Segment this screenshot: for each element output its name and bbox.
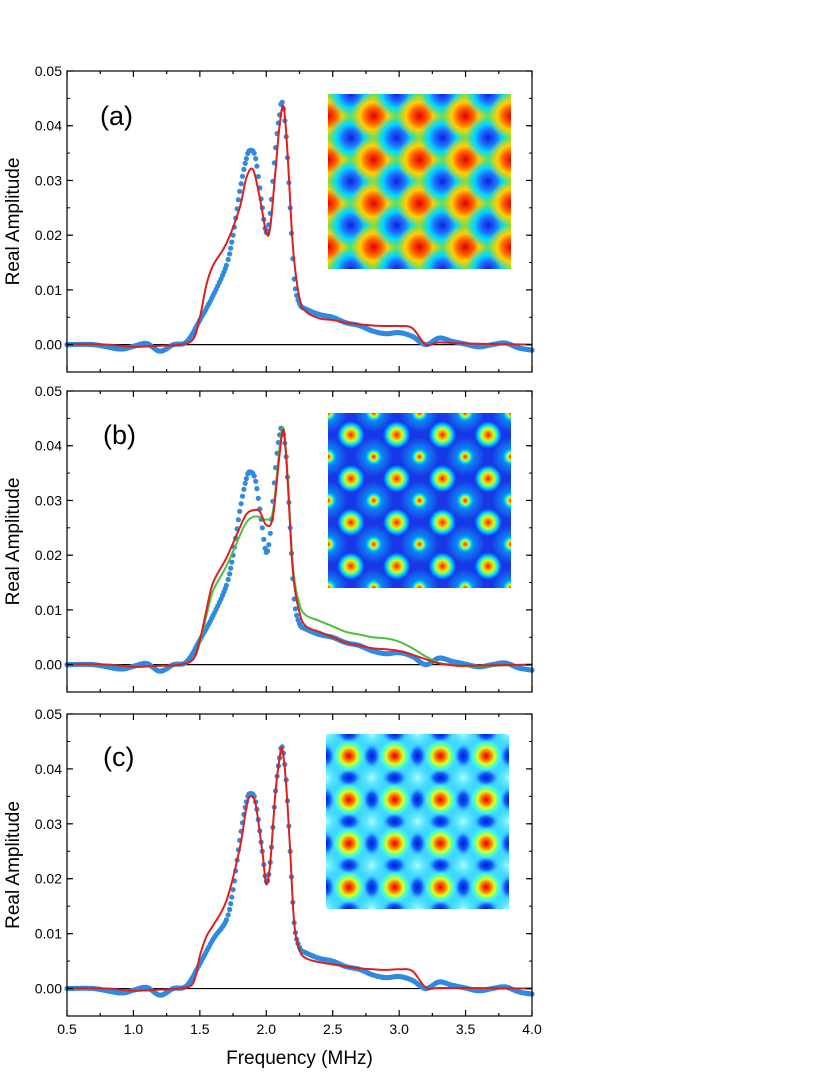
x-tick-label: 0.5 bbox=[57, 1021, 77, 1037]
data-point bbox=[227, 571, 233, 577]
data-point bbox=[254, 486, 260, 492]
data-point bbox=[235, 197, 241, 203]
data-point bbox=[253, 156, 259, 162]
y-tick-label: 0.03 bbox=[35, 492, 62, 508]
y-tick-label: 0.03 bbox=[35, 172, 62, 188]
y-tick-label: 0.04 bbox=[35, 438, 62, 454]
panel-b: 0.00 0.01 0.02 0.03 0.04 0.05 (b) Real Amplitud… bbox=[3, 383, 535, 693]
data-point bbox=[238, 501, 244, 507]
data-point bbox=[255, 495, 261, 501]
data-point bbox=[255, 173, 261, 180]
y-tick-label: 0.01 bbox=[35, 926, 62, 942]
x-tick-label: 3.5 bbox=[456, 1021, 476, 1037]
data-point bbox=[225, 912, 231, 918]
y-tick-label: 0.05 bbox=[35, 63, 62, 79]
panel-c: 0.00 0.01 0.02 0.03 0.04 0.05 0.5 1.0 1.5 2.0 2.5 3… bbox=[3, 706, 542, 1069]
y-tick-label: 0.04 bbox=[35, 118, 62, 134]
data-point bbox=[294, 612, 300, 619]
panel-label: (c) bbox=[103, 742, 134, 772]
data-point bbox=[229, 894, 235, 900]
data-point bbox=[239, 493, 246, 499]
series-line bbox=[66, 428, 533, 668]
inset-map-dots bbox=[328, 413, 511, 588]
data-point bbox=[223, 262, 229, 268]
data-point bbox=[259, 525, 265, 531]
data-point bbox=[238, 181, 244, 187]
data-point bbox=[228, 565, 234, 571]
x-tick-label: 3.0 bbox=[389, 1021, 409, 1037]
data-point bbox=[243, 156, 249, 162]
data-point bbox=[243, 476, 249, 482]
x-tick-label: 2.0 bbox=[257, 1021, 277, 1037]
data-point bbox=[228, 901, 234, 907]
y-axis-label: Real Amplitude bbox=[3, 801, 24, 929]
y-tick-label: 0.05 bbox=[35, 706, 62, 722]
data-point bbox=[228, 245, 234, 251]
y-tick-label: 0.02 bbox=[35, 227, 62, 243]
y-tick-label: 0.03 bbox=[35, 816, 62, 832]
y-axis-label: Real Amplitude bbox=[3, 158, 24, 286]
panel-label: (b) bbox=[103, 420, 136, 450]
data-point bbox=[241, 166, 247, 172]
data-point bbox=[292, 606, 298, 612]
data-point bbox=[229, 559, 235, 565]
data-point bbox=[251, 473, 257, 479]
data-point bbox=[279, 99, 285, 105]
data-point bbox=[237, 188, 243, 194]
data-point bbox=[242, 480, 248, 486]
data-point bbox=[239, 173, 246, 179]
inset-map-cross bbox=[326, 734, 509, 909]
data-point bbox=[253, 478, 259, 484]
data-point bbox=[251, 150, 257, 156]
data-point bbox=[237, 508, 243, 514]
data-point bbox=[225, 576, 231, 583]
y-tick-label: 0.02 bbox=[35, 871, 62, 887]
data-point bbox=[223, 582, 229, 588]
x-tick-label: 1.5 bbox=[190, 1021, 210, 1037]
series-line bbox=[66, 746, 533, 992]
y-axis-label: Real Amplitude bbox=[3, 478, 24, 606]
y-tick-label: 0.01 bbox=[35, 602, 62, 618]
y-tick-label: 0.00 bbox=[35, 657, 62, 673]
x-tick-label: 4.0 bbox=[522, 1021, 542, 1037]
x-tick-label: 2.5 bbox=[323, 1021, 343, 1037]
data-point bbox=[223, 917, 229, 923]
data-point bbox=[266, 542, 272, 548]
data-point bbox=[267, 530, 273, 536]
data-point bbox=[230, 232, 236, 238]
data-point bbox=[225, 256, 231, 263]
y-tick-label: 0.04 bbox=[35, 761, 62, 777]
data-point bbox=[227, 251, 233, 257]
y-tick-label: 0.01 bbox=[35, 282, 62, 298]
data-point bbox=[254, 163, 260, 169]
data-point bbox=[261, 536, 267, 542]
y-tick-label: 0.02 bbox=[35, 547, 62, 563]
y-tick-label: 0.00 bbox=[35, 337, 62, 353]
data-point bbox=[227, 906, 233, 913]
data-point bbox=[230, 887, 236, 893]
y-tick-label: 0.00 bbox=[35, 981, 62, 997]
series-points bbox=[64, 744, 535, 998]
x-tick-label: 1.0 bbox=[124, 1021, 144, 1037]
panel-label: (a) bbox=[100, 101, 133, 131]
series-line bbox=[66, 104, 533, 348]
x-axis-label: Frequency (MHz) bbox=[226, 1048, 373, 1069]
data-point bbox=[235, 517, 241, 523]
data-point bbox=[265, 548, 271, 554]
data-point bbox=[241, 486, 247, 492]
y-tick-label: 0.05 bbox=[35, 383, 62, 399]
data-point bbox=[229, 239, 235, 245]
data-point bbox=[242, 160, 248, 166]
panel-a: 0.00 0.01 0.02 0.03 0.04 0.05 (a) Real Amplitud… bbox=[3, 63, 535, 373]
inset-map-square bbox=[328, 94, 511, 269]
